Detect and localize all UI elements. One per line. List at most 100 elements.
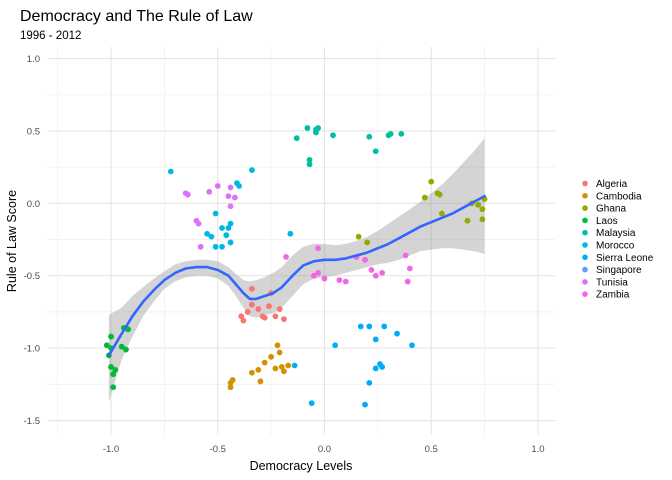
point-ghana	[428, 178, 435, 185]
chart-title: Democracy and The Rule of Law	[20, 8, 253, 25]
point-malaysia	[387, 130, 394, 137]
point-morocco	[219, 225, 225, 231]
point-malaysia	[315, 125, 321, 131]
point-ghana	[438, 210, 445, 217]
point-zambia	[404, 278, 411, 285]
point-morocco	[208, 233, 215, 240]
point-morocco	[249, 167, 255, 173]
point-sierra-leone	[409, 342, 415, 349]
point-zambia	[283, 254, 289, 260]
y-tick-label: 1.0	[27, 54, 40, 65]
point-malaysia	[306, 157, 313, 163]
legend-key-sierra-leone	[582, 254, 588, 261]
point-ghana	[475, 201, 482, 208]
legend-label-tunisia: Tunisia	[596, 277, 628, 288]
point-algeria	[238, 313, 245, 320]
x-tick-label: 0.0	[318, 444, 331, 455]
legend-key-laos	[582, 217, 588, 224]
point-algeria	[281, 316, 287, 323]
legend-key-morocco	[582, 242, 588, 248]
legend-key-ghana	[582, 205, 588, 211]
y-tick-label: 0.5	[27, 126, 40, 137]
grid	[47, 47, 555, 435]
point-zambia	[406, 265, 413, 272]
point-morocco	[167, 168, 174, 175]
point-laos	[108, 364, 114, 370]
point-cambodia	[272, 365, 279, 372]
point-cambodia	[257, 378, 264, 385]
y-axis-ticks: -1.5 -1.0 -0.5 0.0 0.5 1.0	[24, 54, 40, 427]
point-morocco	[204, 230, 210, 237]
legend-label-laos: Laos	[596, 216, 618, 227]
point-zambia	[362, 256, 368, 263]
point-morocco	[227, 220, 234, 227]
point-ghana	[479, 216, 486, 223]
point-malaysia	[306, 161, 313, 168]
point-malaysia	[330, 132, 336, 139]
point-algeria	[266, 303, 272, 310]
point-laos	[110, 384, 117, 391]
x-tick-label: -1.0	[103, 444, 119, 455]
point-ghana	[421, 194, 428, 201]
point-cambodia	[274, 342, 281, 349]
legend: AlgeriaCambodiaGhanaLaosMalaysiaMoroccoS…	[582, 179, 654, 301]
legend-key-tunisia	[582, 279, 588, 285]
point-sierra-leone	[366, 323, 373, 330]
point-sierra-leone	[332, 342, 339, 349]
point-laos	[103, 342, 110, 349]
legend-label-ghana: Ghana	[596, 204, 626, 215]
point-cambodia	[261, 359, 268, 366]
point-zambia	[315, 245, 321, 252]
point-zambia	[310, 272, 317, 279]
point-sierra-leone	[372, 365, 379, 372]
point-morocco	[212, 243, 219, 250]
point-malaysia	[372, 148, 379, 155]
point-ghana	[479, 206, 486, 213]
point-malaysia	[313, 129, 319, 136]
point-cambodia	[255, 366, 262, 373]
point-zambia	[368, 267, 375, 273]
point-sierra-leone	[366, 379, 373, 386]
point-tunisia	[214, 183, 221, 189]
point-zambia	[342, 278, 349, 285]
point-cambodia	[285, 362, 292, 369]
point-tunisia	[206, 188, 213, 195]
point-sierra-leone	[291, 362, 298, 369]
legend-key-algeria	[582, 180, 588, 187]
point-zambia	[402, 252, 409, 259]
point-laos	[118, 343, 125, 350]
point-zambia	[321, 275, 328, 282]
point-cambodia	[229, 377, 236, 383]
legend-label-morocco: Morocco	[596, 241, 635, 252]
x-tick-label: -0.5	[210, 444, 226, 455]
point-ghana	[355, 233, 362, 240]
x-axis-title: Democracy Levels	[250, 459, 353, 473]
point-tunisia	[195, 220, 202, 227]
smooth-line-path	[107, 194, 486, 357]
y-tick-label: -0.5	[24, 271, 40, 282]
point-morocco	[223, 232, 230, 239]
y-tick-label: -1.0	[24, 344, 40, 355]
point-zambia	[372, 272, 379, 279]
legend-label-zambia: Zambia	[596, 290, 630, 301]
smooth-line	[107, 194, 486, 357]
legend-key-cambodia	[582, 193, 588, 199]
point-laos	[110, 371, 117, 378]
chart-subtitle: 1996 - 2012	[20, 30, 81, 42]
point-sierra-leone	[379, 364, 386, 370]
legend-key-singapore	[582, 266, 588, 273]
point-cambodia	[276, 349, 283, 356]
point-tunisia	[184, 191, 191, 198]
legend-label-singapore: Singapore	[596, 265, 642, 276]
point-algeria	[272, 313, 279, 320]
point-cambodia	[278, 364, 285, 370]
legend-label-cambodia: Cambodia	[596, 191, 642, 202]
point-algeria	[261, 314, 268, 321]
legend-label-algeria: Algeria	[596, 179, 628, 190]
legend-key-zambia	[582, 291, 588, 298]
point-malaysia	[304, 125, 311, 131]
legend-label-sierra-leone: Sierra Leone	[596, 253, 654, 264]
point-morocco	[227, 239, 234, 246]
point-tunisia	[227, 184, 234, 191]
